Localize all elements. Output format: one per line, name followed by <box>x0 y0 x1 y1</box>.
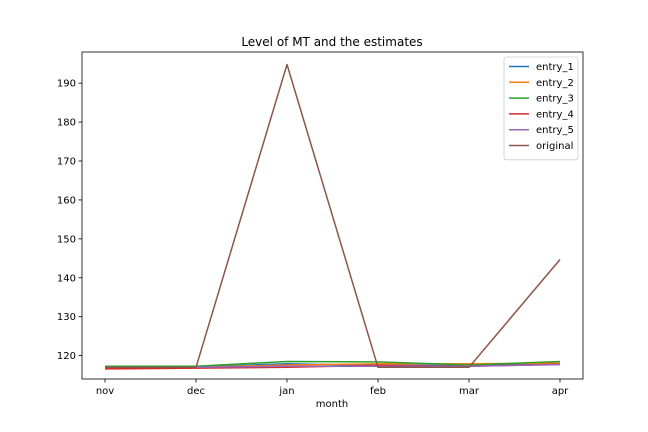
legend[interactable]: entry_1 entry_2 entry_3 entry_4 entry_5origi… <box>503 56 579 161</box>
y-tick-label-140: 140 <box>57 273 76 284</box>
plot-frame <box>81 51 584 380</box>
x-axis-title: month <box>316 399 348 410</box>
legend-label-entry_4: entry_4 <box>536 109 574 120</box>
plot-lines <box>104 63 561 370</box>
y-tick-label-130: 130 <box>57 312 76 323</box>
y-axis: 120 130 140 150 160 170 180 190 <box>57 79 82 362</box>
x-tick-label-apr: apr <box>552 386 569 397</box>
x-tick-label-mar: mar <box>459 386 480 397</box>
y-tick-label-160: 160 <box>57 195 76 206</box>
legend-label-entry_3: entry_3 <box>536 94 574 105</box>
x-tick-label-jan: jan <box>278 386 294 397</box>
x-axis: nov dec jan feb mar apr <box>96 379 569 397</box>
x-tick-label-dec: dec <box>187 386 205 397</box>
y-tick-label-190: 190 <box>57 79 76 90</box>
legend-label-entry_5: entry_5 <box>536 125 574 136</box>
legend-label-original: original <box>536 141 573 152</box>
y-tick-label-150: 150 <box>57 234 76 245</box>
legend-label-entry_1: entry_1 <box>536 62 574 73</box>
series-line-original <box>105 63 561 369</box>
legend-label-entry_2: entry_2 <box>536 78 574 89</box>
series-line-entry_3 <box>105 360 561 367</box>
x-tick-label-nov: nov <box>96 386 114 397</box>
y-tick-label-120: 120 <box>57 351 76 362</box>
y-tick-label-180: 180 <box>57 118 76 129</box>
x-tick-label-feb: feb <box>370 386 386 397</box>
chart-title: Level of MT and the estimates <box>241 35 422 49</box>
y-tick-label-170: 170 <box>57 157 76 168</box>
